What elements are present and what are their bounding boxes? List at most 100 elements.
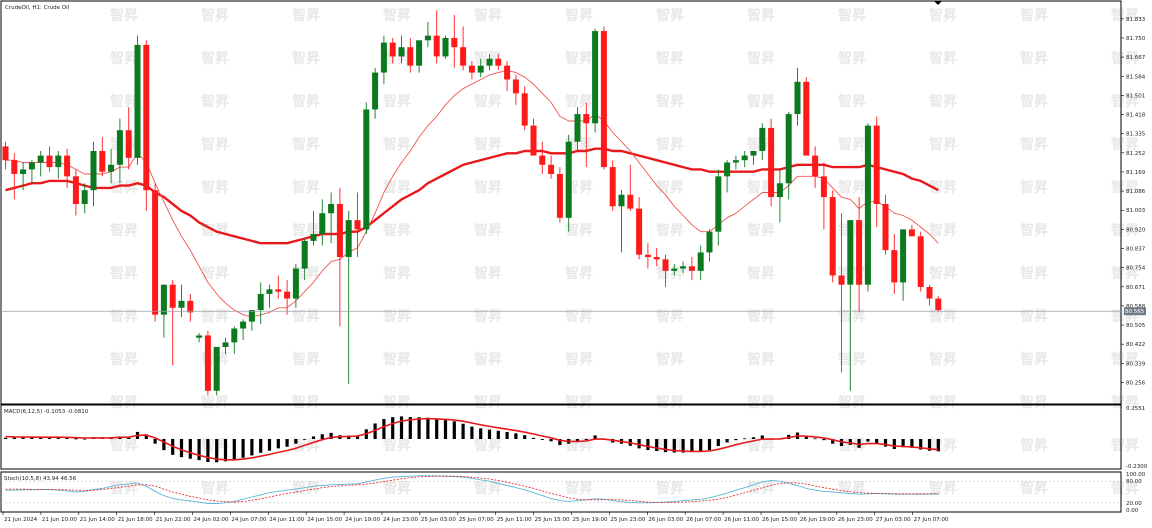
candle-body — [882, 204, 889, 251]
macd-histogram-bar — [408, 417, 412, 439]
price-tick-label: 81.169 — [1126, 170, 1146, 176]
watermark-text: 智昇 — [200, 480, 229, 497]
candle-body — [477, 65, 484, 73]
macd-histogram-bar — [74, 438, 78, 440]
watermark-text: 智昇 — [928, 93, 957, 110]
candle-body — [433, 35, 440, 57]
candle-body — [416, 40, 423, 66]
watermark-text: 智昇 — [1019, 179, 1048, 196]
macd-panel[interactable]: MACD(6,12,5) -0.1053 -0.0810 — [0, 404, 1122, 470]
macd-histogram-bar — [188, 438, 192, 459]
macd-histogram-bar — [487, 429, 492, 439]
candle-body — [688, 266, 695, 271]
watermark-text: 智昇 — [928, 179, 957, 196]
candle-body — [81, 190, 88, 204]
stochastic-levels — [1, 480, 1121, 504]
macd-histogram-bar — [672, 438, 676, 453]
macd-histogram-bar — [699, 438, 703, 452]
stochastic-signal-line — [5, 475, 939, 503]
time-tick-label: 24 Jun 11:00 — [269, 517, 304, 523]
watermark-text: 智昇 — [928, 308, 957, 325]
watermark-text: 智昇 — [1019, 437, 1048, 454]
candle-body — [160, 284, 167, 315]
watermark-text: 智昇 — [564, 480, 593, 497]
chart-shift-marker-icon[interactable] — [934, 1, 942, 5]
candle-body — [169, 284, 176, 308]
candle-body — [460, 47, 467, 66]
candle-body — [653, 257, 660, 260]
watermark-text: 智昇 — [837, 351, 866, 368]
stochastic-label: Stoch(10,5,8) 43.94 46.56 — [4, 476, 77, 482]
price-panel[interactable]: CrudeOil, H1: Crude Oil — [0, 0, 1122, 405]
macd-histogram-bar — [637, 438, 641, 449]
watermark-text: 智昇 — [928, 265, 957, 282]
candle-body — [213, 346, 220, 391]
watermark-text: 智昇 — [1019, 351, 1048, 368]
watermark-text: 智昇 — [1110, 480, 1139, 497]
macd-histogram-bar — [355, 435, 360, 439]
candle-body — [768, 127, 775, 198]
macd-histogram-bar — [831, 438, 835, 444]
watermark-text: 智昇 — [1110, 179, 1139, 196]
price-tick-label: 81.667 — [1126, 55, 1146, 61]
watermark-text: 智昇 — [928, 7, 957, 24]
watermark-text: 智昇 — [109, 394, 138, 411]
candle-body — [240, 321, 247, 329]
watermark-text: 智昇 — [655, 480, 684, 497]
watermark-text: 智昇 — [109, 265, 138, 282]
candle-body — [187, 300, 194, 313]
candle-body — [697, 252, 704, 271]
macd-histogram-bar — [822, 438, 826, 441]
candle-body — [530, 125, 537, 156]
watermark-text: 智昇 — [473, 394, 502, 411]
candle-body — [99, 150, 106, 172]
watermark-text: 智昇 — [382, 351, 411, 368]
price-tick-label: 81.252 — [1126, 151, 1145, 157]
macd-signal-line — [5, 417, 939, 461]
watermark-text: 智昇 — [109, 50, 138, 67]
macd-histogram-bar — [523, 435, 527, 439]
candle-body — [72, 176, 79, 204]
macd-histogram-bar — [382, 418, 386, 439]
watermark-text: 智昇 — [928, 394, 957, 411]
candle-body — [636, 208, 643, 255]
watermark-text: 智昇 — [564, 222, 593, 239]
watermark-text: 智昇 — [200, 136, 229, 153]
candle-body — [900, 229, 907, 283]
stochastic-tick-label: 80.00 — [1126, 479, 1142, 485]
watermark-text: 智昇 — [1110, 93, 1139, 110]
watermark-text: 智昇 — [1110, 50, 1139, 67]
candle-body — [618, 194, 625, 207]
candle-body — [741, 155, 748, 161]
macd-histogram-bar — [575, 438, 580, 442]
candle-body — [803, 81, 810, 156]
watermark-text: 智昇 — [746, 394, 775, 411]
watermark-text: 智昇 — [382, 222, 411, 239]
watermark-text: 智昇 — [928, 351, 957, 368]
candle-body — [116, 130, 123, 165]
watermark-text: 智昇 — [382, 93, 411, 110]
candle-body — [328, 204, 335, 214]
candle-body — [301, 240, 308, 269]
watermark-text: 智昇 — [1110, 136, 1139, 153]
candle-body — [266, 289, 273, 294]
watermark-text: 智昇 — [109, 437, 138, 454]
macd-histogram-bar — [549, 438, 553, 442]
watermark-text: 智昇 — [109, 480, 138, 497]
macd-histogram-bar — [593, 435, 597, 439]
watermark-text: 智昇 — [109, 179, 138, 196]
macd-histogram-bar — [276, 438, 280, 449]
candle-body — [495, 58, 502, 66]
candle-body — [336, 204, 343, 258]
macd-histogram-bar — [3, 437, 8, 439]
candle-body — [926, 287, 933, 299]
watermark-text: 智昇 — [564, 394, 593, 411]
watermark-text: 智昇 — [200, 50, 229, 67]
candle-body — [574, 114, 581, 142]
watermark-text: 智昇 — [655, 93, 684, 110]
candle-body — [812, 155, 819, 177]
macd-histogram-bar — [813, 438, 817, 440]
watermark-text: 智昇 — [1019, 222, 1048, 239]
stochastic-panel[interactable]: Stoch(10,5,8) 43.94 46.56 — [0, 471, 1122, 513]
